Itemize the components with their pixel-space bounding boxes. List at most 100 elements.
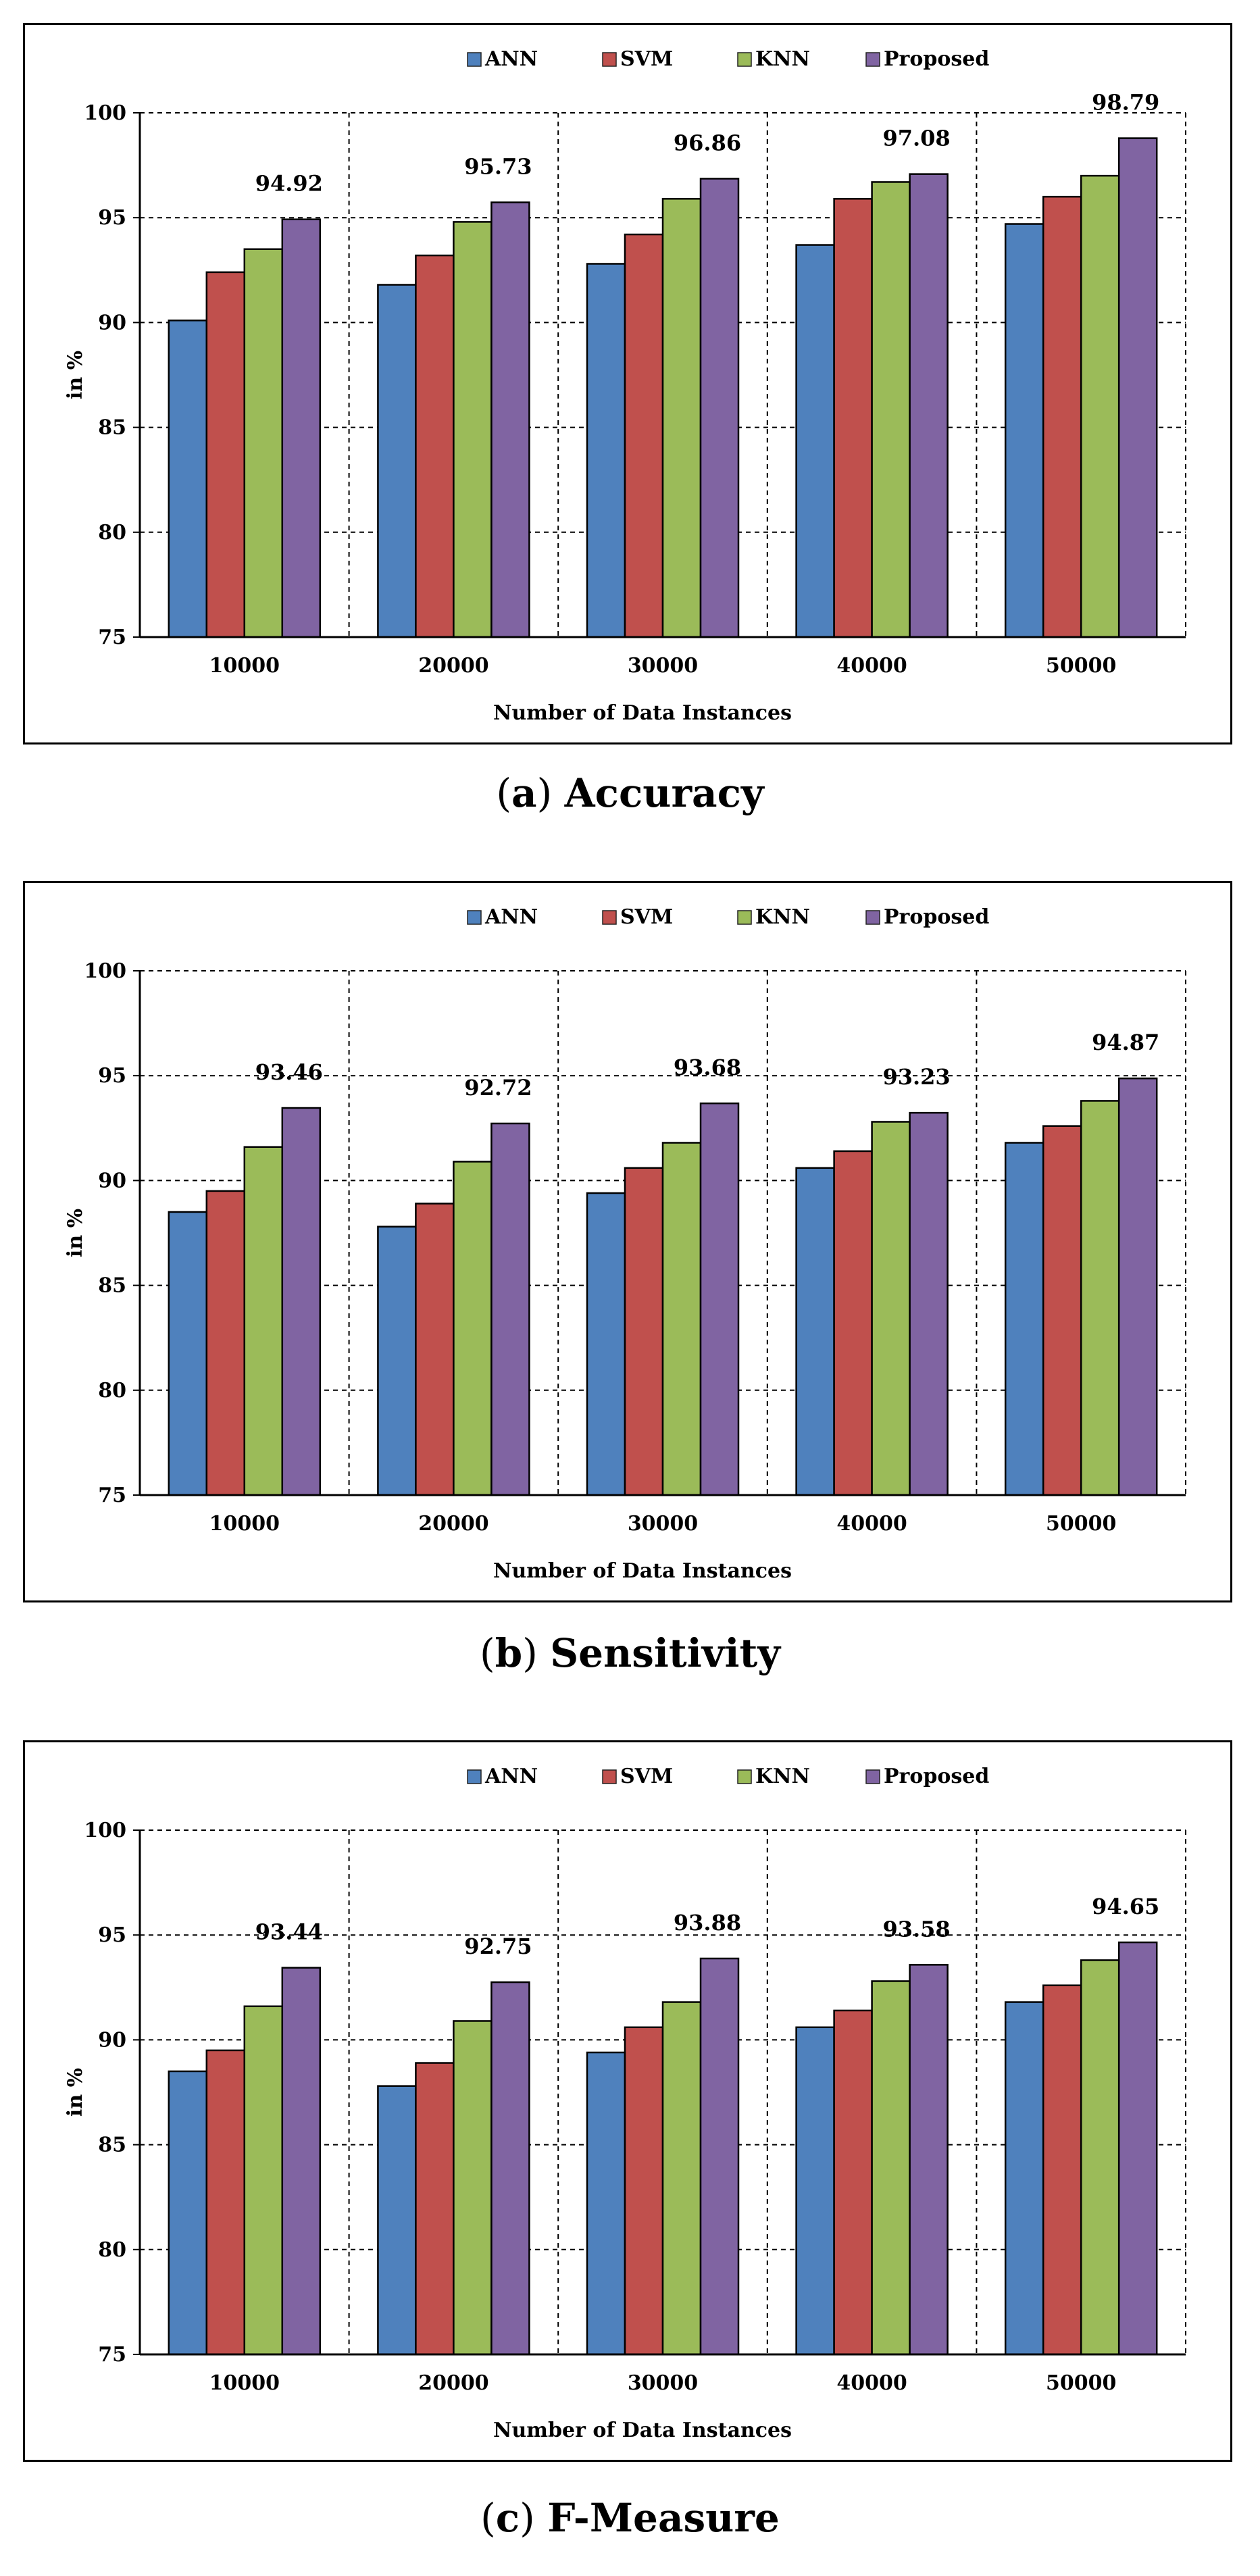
- x-axis-label: Number of Data Instances: [493, 701, 792, 725]
- bar-knn: [661, 2001, 702, 2356]
- legend-swatch: [467, 910, 482, 925]
- legend-swatch: [865, 52, 880, 67]
- bar-proposed: [1117, 1941, 1158, 2356]
- bar-proposed: [281, 1967, 322, 2356]
- y-axis-label: in %: [64, 351, 87, 399]
- legend-entry: ANN: [467, 47, 538, 71]
- y-tick-label: 85: [98, 2133, 126, 2157]
- data-label: 92.75: [464, 1934, 532, 1959]
- bar-svm: [1042, 195, 1082, 638]
- y-tick-label: 85: [98, 1274, 126, 1298]
- y-tick-label: 75: [98, 626, 126, 649]
- bar-chart-sensitivity: ANN SVM KNN Proposed 75 80 85 90 95 100 93.46 10000…: [64, 905, 1186, 1583]
- y-tick-label: 90: [98, 1169, 126, 1192]
- legend-entry: ANN: [467, 1765, 538, 1788]
- y-tick-label: 85: [98, 416, 126, 440]
- y-tick-label: 80: [98, 2238, 126, 2262]
- legend-swatch: [602, 1769, 617, 1784]
- y-tick-label: 75: [98, 1484, 126, 1507]
- bar-knn: [243, 2005, 284, 2356]
- chart-panel-f-measure: ANN SVM KNN Proposed 75 80 85 90 95 100 93.44 10000…: [0, 1716, 1260, 2576]
- caption-letter: b: [495, 1630, 523, 1676]
- chart-frame: ANN SVM KNN Proposed 75 80 85 90 95 100 93.46 10000…: [23, 881, 1232, 1602]
- y-tick-label: 100: [84, 1819, 126, 1842]
- bar-knn: [871, 181, 911, 638]
- bar-knn: [1080, 1959, 1120, 2356]
- legend-label: KNN: [755, 47, 810, 71]
- legend-swatch: [865, 910, 880, 925]
- legend-entry: ANN: [467, 905, 538, 929]
- legend-label: Proposed: [884, 1765, 989, 1788]
- bar-svm: [833, 2009, 873, 2356]
- bar-proposed: [281, 1107, 322, 1496]
- bar-knn: [661, 198, 702, 638]
- caption-sensitivity: (b) Sensitivity: [480, 1630, 780, 1676]
- data-label: 92.72: [464, 1075, 532, 1101]
- chart-frame: ANN SVM KNN Proposed 75 80 85 90 95 100 93.44 10000…: [23, 1740, 1232, 2462]
- bar-proposed: [490, 1122, 530, 1496]
- bar-proposed: [699, 1957, 740, 2356]
- bar-knn: [243, 1146, 284, 1496]
- data-label: 93.46: [255, 1059, 323, 1085]
- bar-chart-f-measure: ANN SVM KNN Proposed 75 80 85 90 95 100 93.44 10000…: [64, 1765, 1186, 2442]
- bar-ann: [168, 1211, 208, 1496]
- y-tick-label: 95: [98, 1064, 126, 1088]
- data-label: 94.87: [1092, 1030, 1159, 1055]
- bar-proposed: [490, 1981, 530, 2356]
- x-tick-label: 50000: [1046, 2371, 1116, 2395]
- y-tick-label: 95: [98, 1923, 126, 1947]
- legend-swatch: [602, 910, 617, 925]
- bar-knn: [453, 221, 493, 638]
- bar-ann: [586, 2051, 626, 2356]
- chart-panel-sensitivity: ANN SVM KNN Proposed 75 80 85 90 95 100 93.46 10000…: [0, 858, 1260, 1709]
- legend-swatch: [737, 910, 752, 925]
- y-tick-label: 90: [98, 311, 126, 334]
- legend-swatch: [467, 52, 482, 67]
- bar-proposed: [699, 178, 740, 638]
- bar-knn: [453, 1161, 493, 1496]
- legend-entry: KNN: [737, 905, 810, 929]
- x-tick-label: 10000: [209, 2371, 280, 2395]
- data-label: 96.86: [674, 130, 741, 155]
- bar-ann: [795, 244, 835, 638]
- bar-knn: [453, 2020, 493, 2356]
- bar-svm: [624, 1167, 664, 1496]
- bar-svm: [833, 1150, 873, 1496]
- bar-svm: [624, 233, 664, 638]
- legend-entry: KNN: [737, 47, 810, 71]
- legend-swatch: [737, 52, 752, 67]
- data-label: 93.44: [255, 1919, 323, 1945]
- bar-svm: [1042, 1984, 1082, 2356]
- y-tick-label: 100: [84, 101, 126, 125]
- x-tick-label: 20000: [418, 1512, 488, 1536]
- bar-svm: [833, 198, 873, 638]
- bar-ann: [1004, 2001, 1044, 2356]
- bar-proposed: [1117, 137, 1158, 638]
- bar-proposed: [699, 1102, 740, 1496]
- caption-letter: a: [511, 770, 537, 816]
- bar-ann: [586, 1192, 626, 1496]
- x-axis-label: Number of Data Instances: [493, 1559, 792, 1583]
- data-label: 94.92: [255, 171, 323, 197]
- legend-swatch: [737, 1769, 752, 1784]
- y-axis-label: in %: [64, 1209, 87, 1257]
- legend-label: Proposed: [884, 47, 989, 71]
- bar-ann: [377, 1226, 417, 1496]
- bar-svm: [205, 271, 246, 638]
- x-tick-label: 50000: [1046, 654, 1116, 678]
- bar-proposed: [1117, 1077, 1158, 1496]
- legend-entry: SVM: [602, 1765, 673, 1788]
- bar-knn: [1080, 174, 1120, 638]
- chart-frame: ANN SVM KNN Proposed 75 80 85 90 95 100 94.92 10000…: [23, 23, 1232, 744]
- bar-proposed: [909, 1964, 949, 2356]
- bar-svm: [1042, 1125, 1082, 1496]
- legend-label: SVM: [620, 1765, 673, 1788]
- bar-knn: [871, 1980, 911, 2356]
- x-tick-label: 30000: [628, 654, 698, 678]
- legend-label: ANN: [484, 905, 538, 929]
- caption-name: F-Measure: [547, 2495, 780, 2541]
- x-tick-label: 50000: [1046, 1512, 1116, 1536]
- legend-label: ANN: [484, 1765, 538, 1788]
- data-label: 97.08: [882, 126, 950, 151]
- bar-svm: [415, 254, 455, 638]
